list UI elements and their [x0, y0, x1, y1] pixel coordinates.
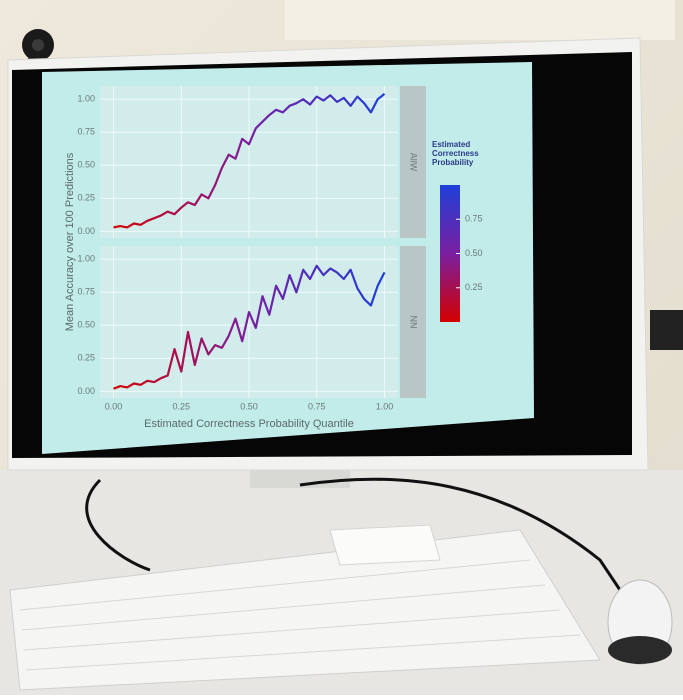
colorbar-label: 0.50	[465, 248, 483, 258]
legend-title-box: Estimated Correctness Probability	[432, 140, 512, 180]
y-tick-label: 0.75	[77, 287, 95, 297]
device	[650, 310, 683, 350]
cabinet	[285, 0, 675, 40]
strip-label: NN	[409, 316, 419, 329]
photo: 0.00 0.25 0.50 0.75 1.00 AllW 0.00 0.25 0.50 0.75…	[0, 0, 683, 695]
x-tick-label: 0.75	[308, 401, 326, 411]
webcam-lens	[32, 39, 44, 51]
keyboard-top	[330, 525, 440, 565]
y-tick-label: 1.00	[77, 94, 95, 104]
legend-title: Estimated Correctness Probability	[432, 140, 494, 167]
y-axis-label: Mean Accuracy over 100 Predictions	[64, 152, 76, 331]
y-tick-label: 0.50	[77, 160, 95, 170]
y-tick-label: 0.50	[77, 320, 95, 330]
y-tick-label: 0.00	[77, 386, 95, 396]
colorbar-label: 0.75	[465, 214, 483, 224]
x-axis-label: Estimated Correctness Probability Quanti…	[144, 418, 354, 430]
y-tick-label: 0.00	[77, 226, 95, 236]
page: 0.00 0.25 0.50 0.75 1.00 AllW 0.00 0.25 0.50 0.75…	[0, 0, 683, 695]
y-tick-label: 0.25	[77, 353, 95, 363]
x-tick-label: 1.00	[376, 401, 394, 411]
x-tick-label: 0.25	[173, 401, 191, 411]
strip-label: AllW	[409, 153, 419, 172]
y-tick-label: 1.00	[77, 254, 95, 264]
y-tick-label: 0.75	[77, 127, 95, 137]
colorbar-label: 0.25	[465, 282, 483, 292]
x-tick-label: 0.00	[105, 401, 123, 411]
monitor-stand	[250, 470, 350, 488]
x-tick-label: 0.50	[240, 401, 258, 411]
mouse-base	[608, 636, 672, 664]
y-tick-label: 0.25	[77, 193, 95, 203]
